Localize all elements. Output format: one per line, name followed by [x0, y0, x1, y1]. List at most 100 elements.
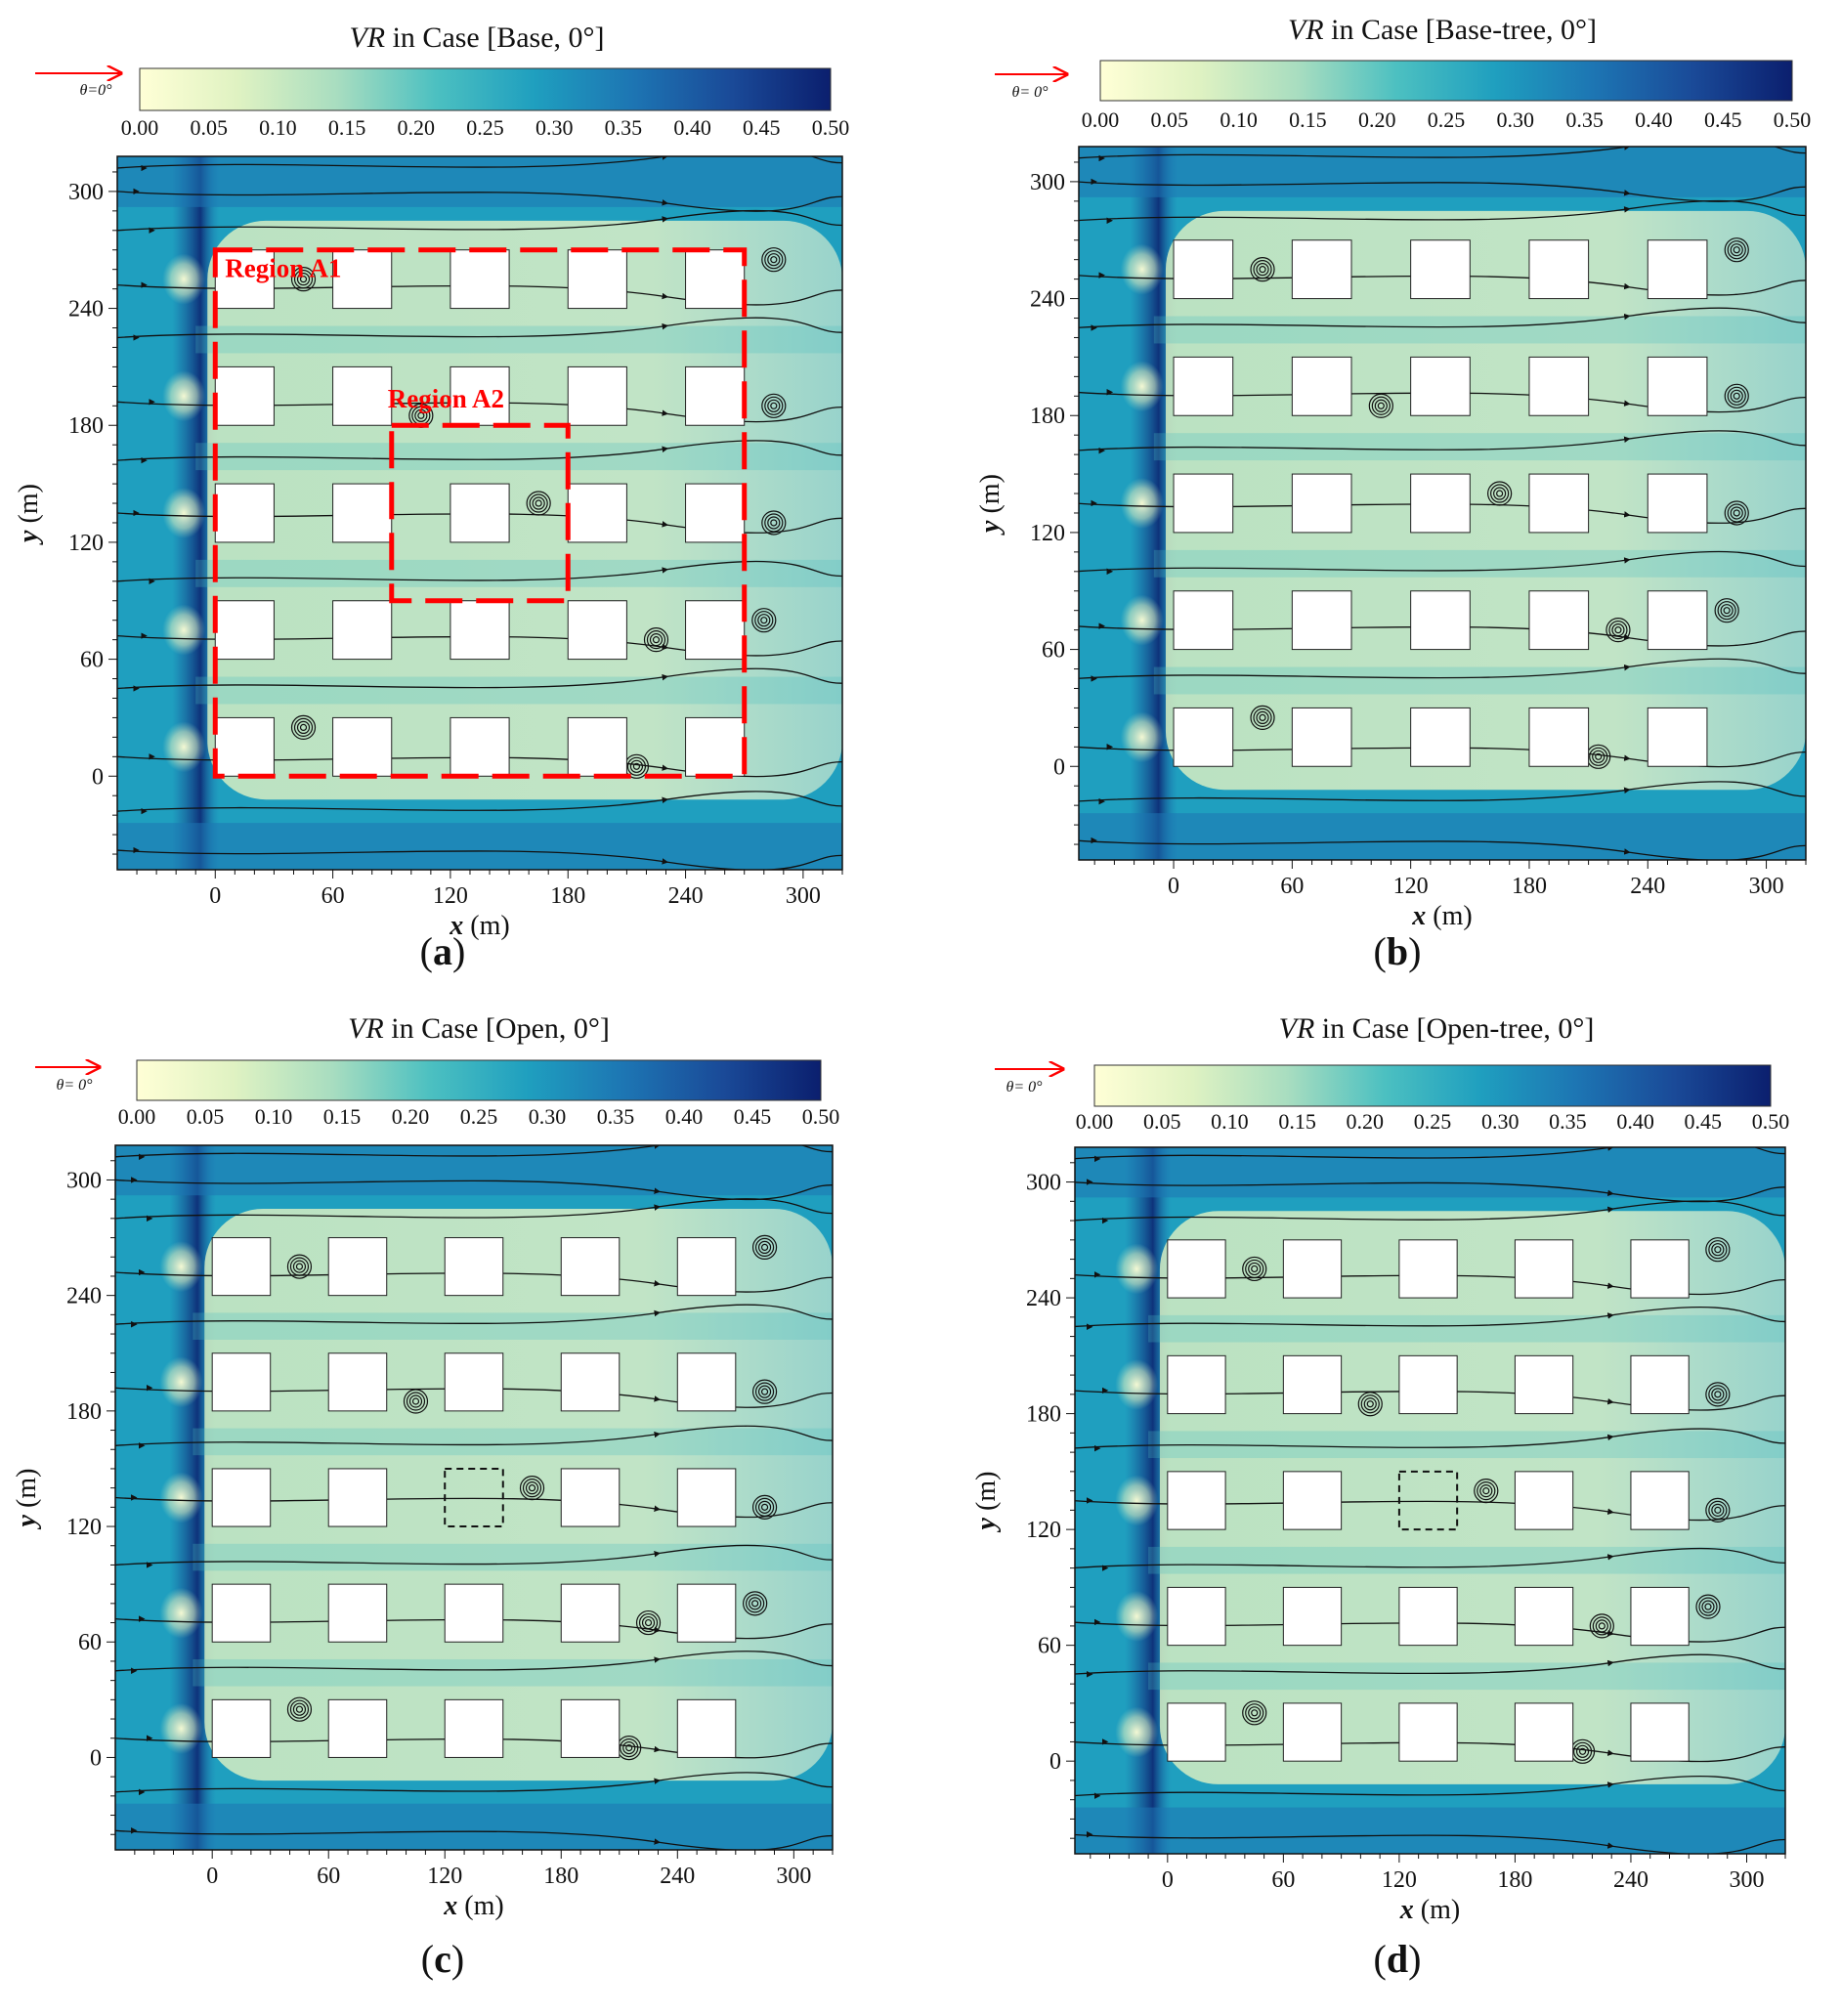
vortex-ring	[751, 608, 777, 633]
x-tick-label: 120	[433, 883, 468, 909]
building	[1410, 707, 1471, 767]
y-axis-label: y (m)	[14, 484, 44, 545]
vortex-ring	[754, 1497, 775, 1517]
y-tick-label: 60	[1038, 1634, 1061, 1659]
x-axis-label: x (m)	[443, 1891, 503, 1921]
vortex-ring	[751, 1600, 759, 1608]
building	[1410, 239, 1471, 300]
vortices	[286, 1234, 778, 1761]
vortex-ring	[1730, 243, 1743, 257]
panel-label: (b)	[1374, 929, 1422, 973]
building	[1647, 707, 1708, 767]
vortex-ring	[1572, 1741, 1593, 1761]
colorbar-tick-label: 0.30	[1497, 107, 1535, 132]
vortex-ring	[290, 714, 317, 740]
vortex-ring	[286, 1696, 313, 1722]
y-tick-label: 240	[68, 297, 104, 322]
vortex-ring	[1250, 705, 1275, 730]
streamline	[115, 1179, 833, 1201]
building	[676, 1237, 737, 1297]
vortex-ring	[767, 399, 781, 412]
vortex-ring	[749, 1597, 762, 1610]
colorbar-tick-label: 0.45	[1685, 1109, 1723, 1134]
vortex-ring	[1705, 1497, 1731, 1523]
building	[1282, 1471, 1343, 1530]
building	[1167, 1354, 1226, 1415]
building	[1410, 473, 1471, 534]
streamline	[117, 667, 842, 690]
streamline	[115, 1651, 833, 1672]
x-tick-label: 300	[776, 1864, 811, 1889]
building	[1514, 1354, 1574, 1415]
building	[444, 1237, 504, 1297]
vortex-ring	[751, 1234, 778, 1261]
vortex-ring	[1245, 1259, 1264, 1279]
vortex-ring	[1733, 246, 1740, 254]
vortex-ring	[1724, 383, 1749, 408]
building	[211, 1698, 272, 1758]
vortex-ring	[1708, 1500, 1728, 1520]
inflow-wake	[159, 1241, 203, 1293]
vortex-ring	[1727, 386, 1746, 406]
y-tick-label: 180	[68, 413, 104, 439]
inflow-wake	[159, 1587, 203, 1639]
colorbar	[139, 67, 832, 111]
x-tick-label: 0	[206, 1864, 218, 1889]
vortex-ring	[760, 1503, 769, 1511]
building	[676, 1468, 737, 1527]
vortex-ring	[761, 393, 787, 418]
building	[211, 1237, 272, 1297]
y-axis-symbol: y	[14, 530, 44, 545]
vortices	[290, 247, 787, 779]
vortex-ring	[746, 1594, 765, 1613]
building	[1173, 239, 1234, 300]
street-channel	[193, 1312, 833, 1340]
x-axis-unit: (m)	[457, 1891, 503, 1921]
vortex-ring	[1701, 1600, 1715, 1613]
inflow-wake	[1120, 711, 1164, 763]
colorbar-tick-label: 0.10	[259, 115, 297, 140]
vortex-ring	[1250, 257, 1275, 282]
vortex-ring	[638, 1612, 659, 1633]
streamline	[1079, 781, 1806, 802]
vortex-ring	[1592, 1616, 1611, 1636]
streamline	[1075, 1306, 1785, 1328]
panel-title: VR in Case [Base, 0°]	[349, 21, 604, 54]
colorbar-tick-label: 0.15	[323, 1104, 362, 1129]
vortex-ring	[1256, 263, 1269, 277]
vortex-ring	[293, 717, 314, 737]
inflow-wake	[159, 1472, 203, 1523]
streamline	[1079, 181, 1806, 202]
vortex-ring	[1598, 1622, 1606, 1630]
x-axis-label: x (m)	[1411, 901, 1472, 931]
inflow-wake	[159, 1702, 203, 1754]
x-axis-symbol: x	[1411, 901, 1426, 931]
building	[1291, 239, 1352, 300]
x-tick-label: 120	[1382, 1867, 1417, 1893]
vortex-ring	[1698, 1597, 1718, 1616]
building	[1398, 1239, 1458, 1299]
vortex-ring	[767, 253, 781, 267]
building	[1173, 707, 1234, 767]
colorbar-tick-label: 0.10	[1220, 107, 1258, 132]
colorbar-tick-label: 0.00	[118, 1104, 156, 1129]
panel-label-close: )	[1408, 1937, 1421, 1981]
vortex-ring	[1708, 1240, 1728, 1260]
vortex-ring	[299, 276, 308, 283]
plot-frame	[116, 155, 843, 871]
building	[1173, 473, 1234, 534]
colorbar-tick-label: 0.35	[605, 115, 643, 140]
vortex-ring	[1714, 1246, 1722, 1254]
y-tick-label: 300	[66, 1168, 102, 1193]
vortex-ring	[299, 723, 308, 731]
inflow-wake	[159, 1356, 203, 1408]
street-channel	[1153, 433, 1806, 461]
y-tick-label: 300	[1030, 170, 1065, 195]
vortex-ring	[1730, 506, 1743, 520]
colorbar-tick-label: 0.40	[1616, 1109, 1654, 1134]
building	[1282, 1586, 1343, 1647]
building	[567, 600, 627, 661]
streamline	[1075, 1776, 1785, 1797]
vortex-ring	[1592, 750, 1606, 763]
building	[214, 600, 275, 661]
